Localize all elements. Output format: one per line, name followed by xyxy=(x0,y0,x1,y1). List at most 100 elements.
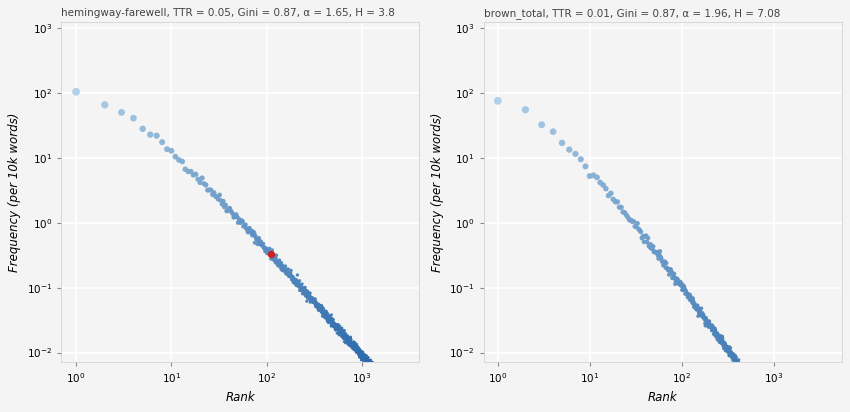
Point xyxy=(299,291,313,298)
Point xyxy=(353,353,366,359)
Point xyxy=(372,374,386,381)
Point xyxy=(372,372,386,379)
Point xyxy=(278,266,292,272)
Point xyxy=(343,342,357,348)
Point xyxy=(382,383,395,390)
Text: brown_total, TTR = 0.01, Gini = 0.87, α = 1.96, H = 7.08: brown_total, TTR = 0.01, Gini = 0.87, α … xyxy=(484,8,780,19)
Point xyxy=(388,386,401,392)
Point xyxy=(354,350,368,356)
Point xyxy=(632,226,645,232)
Point xyxy=(352,346,366,352)
Point xyxy=(761,398,774,404)
Point xyxy=(373,372,387,379)
Point xyxy=(704,323,717,329)
Point xyxy=(332,325,345,332)
Point xyxy=(390,392,404,398)
Point xyxy=(314,305,328,311)
Point xyxy=(210,194,224,200)
Point xyxy=(246,228,260,235)
Point xyxy=(383,382,397,388)
Point xyxy=(378,376,392,383)
Point xyxy=(361,356,375,363)
Point xyxy=(742,376,756,383)
Point xyxy=(189,171,202,178)
Point xyxy=(710,330,723,337)
Point xyxy=(386,387,400,394)
Point xyxy=(357,353,371,359)
Point xyxy=(393,394,406,401)
Point xyxy=(299,290,313,297)
Point xyxy=(354,349,367,356)
Point xyxy=(377,379,391,385)
Point xyxy=(732,363,745,370)
Point xyxy=(366,361,379,368)
Point xyxy=(728,358,742,365)
Point xyxy=(751,387,764,393)
Point xyxy=(348,340,361,347)
Point xyxy=(755,392,768,398)
Point xyxy=(643,241,657,248)
Point xyxy=(756,399,769,405)
Point xyxy=(201,187,214,193)
Point xyxy=(334,327,348,334)
Point xyxy=(307,299,320,305)
Point xyxy=(380,377,394,384)
Point xyxy=(353,352,366,359)
Point xyxy=(378,377,392,384)
Point xyxy=(746,384,760,390)
Point xyxy=(360,352,373,359)
Point xyxy=(742,377,756,383)
Point xyxy=(372,371,386,378)
Point xyxy=(390,387,404,394)
Point xyxy=(332,325,346,332)
Point xyxy=(633,227,647,234)
Point xyxy=(738,367,751,374)
Point xyxy=(343,337,357,344)
Point xyxy=(390,391,404,398)
Point xyxy=(357,356,371,362)
Point xyxy=(722,346,735,353)
Point xyxy=(350,348,364,354)
Point xyxy=(683,291,697,298)
Point xyxy=(388,389,402,396)
Point xyxy=(384,385,398,391)
Point xyxy=(308,299,321,306)
Point xyxy=(765,405,779,412)
Point xyxy=(230,211,243,218)
Point xyxy=(327,322,341,329)
Point xyxy=(757,395,771,401)
Point xyxy=(305,298,319,304)
Point xyxy=(345,339,359,346)
Point xyxy=(766,406,779,412)
Point xyxy=(304,297,318,303)
Point xyxy=(309,299,322,305)
Point xyxy=(366,363,379,370)
Point xyxy=(359,357,372,363)
Point xyxy=(374,377,388,383)
Point xyxy=(352,349,366,356)
Point xyxy=(335,330,348,337)
Point xyxy=(662,272,676,278)
Point xyxy=(379,378,393,384)
Point xyxy=(745,380,759,387)
Point xyxy=(357,356,371,363)
Point xyxy=(765,410,779,412)
Point xyxy=(362,359,376,366)
Point xyxy=(370,371,383,377)
Point xyxy=(317,314,331,320)
Point xyxy=(361,362,375,369)
Point xyxy=(393,393,406,400)
Point xyxy=(392,396,405,403)
Point xyxy=(311,303,325,309)
Point xyxy=(365,359,378,366)
Point xyxy=(687,304,700,310)
Point xyxy=(377,377,391,383)
Point xyxy=(387,391,400,397)
Point xyxy=(360,361,374,368)
Point xyxy=(322,318,336,325)
Point xyxy=(181,168,195,175)
Point xyxy=(310,303,324,309)
Point xyxy=(388,389,401,396)
Point xyxy=(371,369,385,376)
Point xyxy=(376,375,389,382)
